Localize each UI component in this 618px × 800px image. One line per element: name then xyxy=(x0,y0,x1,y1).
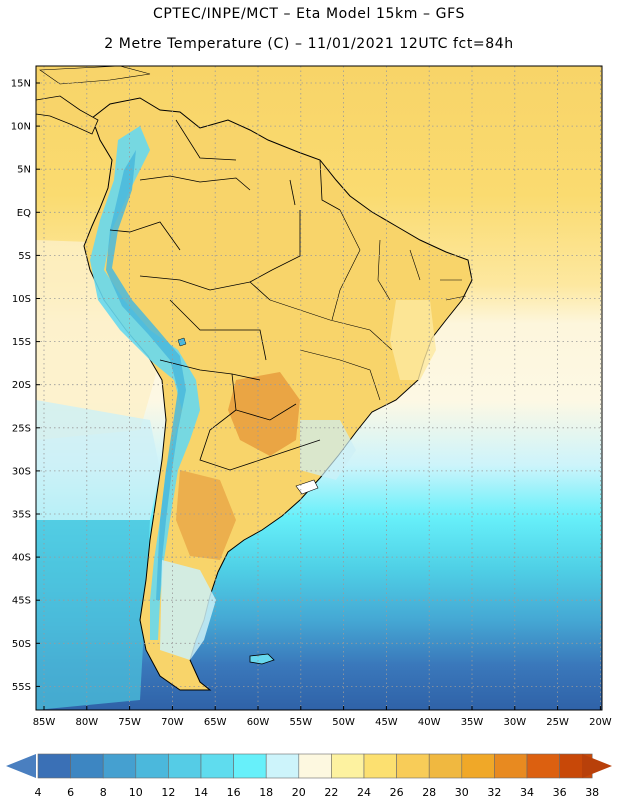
lat-label: 15S xyxy=(12,337,31,348)
colorbar-label: 28 xyxy=(422,786,436,799)
lat-label: 50S xyxy=(12,639,31,650)
lon-label: 85W xyxy=(33,717,56,728)
colorbar-swatch xyxy=(461,753,495,779)
lat-label: 45S xyxy=(12,596,31,607)
colorbar-label: 14 xyxy=(194,786,208,799)
colorbar-label: 16 xyxy=(227,786,241,799)
colorbar-label: 8 xyxy=(100,786,107,799)
lon-axis: 85W 80W 75W 70W 65W 60W 55W 50W 45W 40W 35W 30W 25W 2… xyxy=(33,706,612,728)
colorbar-swatch xyxy=(265,753,300,779)
lon-label: 60W xyxy=(247,717,270,728)
lat-label: 10N xyxy=(11,122,31,133)
lon-label: 65W xyxy=(204,717,227,728)
lon-label: 35W xyxy=(461,717,484,728)
colorbar-swatch xyxy=(200,753,234,779)
brazil-coastal-cool xyxy=(390,300,436,380)
colorbar-label: 38 xyxy=(585,786,599,799)
colorbar: 4 6 8 10 12 14 16 18 20 22 24 26 28 30 32 34 36 38 xyxy=(6,753,612,799)
colorbar-label: 24 xyxy=(357,786,371,799)
lat-label: 5N xyxy=(17,165,31,176)
ocean-cool-patch-west xyxy=(36,240,160,440)
lon-label: 20W xyxy=(589,717,612,728)
lat-label: 10S xyxy=(12,294,31,305)
lagoa-dos-patos xyxy=(295,479,319,495)
caribbean-islands xyxy=(39,66,151,85)
lat-label: 25S xyxy=(12,423,31,434)
colorbar-label: 18 xyxy=(259,786,273,799)
lat-label: 55S xyxy=(12,682,31,693)
ocean-teal-south-west xyxy=(36,520,150,710)
ocean-cold-tongue xyxy=(36,400,160,520)
temperature-map: 15N 10N 5N EQ 5S 10S 15S 20S 25S 30S 35S 40S 45S 50S 5… xyxy=(11,65,612,728)
lat-label: 30S xyxy=(12,466,31,477)
graticule xyxy=(36,66,602,710)
colorbar-swatch xyxy=(331,753,365,779)
lon-label: 80W xyxy=(75,717,98,728)
lon-label: 55W xyxy=(289,717,312,728)
colorbar-label: 26 xyxy=(390,786,404,799)
lat-label: 35S xyxy=(12,510,31,521)
lat-axis: 15N 10N 5N EQ 5S 10S 15S 20S 25S 30S 35S 40S 45S 50S 5… xyxy=(11,79,40,693)
colorbar-label: 30 xyxy=(455,786,469,799)
colorbar-swatch xyxy=(168,753,202,779)
country-borders xyxy=(109,119,341,471)
lon-label: 50W xyxy=(332,717,355,728)
colorbar-label: 20 xyxy=(292,786,306,799)
colorbar-low-arrow xyxy=(6,754,36,778)
colorbar-high-arrow xyxy=(582,754,612,778)
colorbar-label: 32 xyxy=(487,786,501,799)
colorbar-swatch xyxy=(233,753,267,779)
lat-label: 40S xyxy=(12,553,31,564)
colorbar-swatch xyxy=(526,753,560,779)
andes-core xyxy=(106,150,186,600)
colorbar-swatch xyxy=(135,753,169,779)
colorbar-swatch xyxy=(37,753,71,779)
map-frame xyxy=(35,65,603,711)
colorbar-swatch xyxy=(363,753,397,779)
lon-label: 45W xyxy=(375,717,398,728)
chart-title-line2: 2 Metre Temperature (C) – 11/01/2021 12U… xyxy=(104,36,514,52)
central-america xyxy=(36,95,99,135)
colorbar-swatch xyxy=(494,753,528,779)
chart-title-line1: CPTEC/INPE/MCT – Eta Model 15km – GFS xyxy=(152,6,466,22)
patagonia-cool xyxy=(160,560,216,660)
colorbar-swatch xyxy=(396,753,430,779)
hot-core-argentina xyxy=(176,470,236,560)
colorbar-swatch xyxy=(70,753,104,779)
colorbar-label: 36 xyxy=(553,786,567,799)
colorbar-swatch xyxy=(102,753,137,779)
lon-label: 70W xyxy=(161,717,184,728)
lat-label: EQ xyxy=(17,208,31,219)
lat-label: 5S xyxy=(18,251,31,262)
colorbar-label: 10 xyxy=(129,786,143,799)
colorbar-swatch xyxy=(428,753,463,779)
hot-core-chaco xyxy=(228,372,300,456)
lon-label: 25W xyxy=(546,717,569,728)
lat-label: 15N xyxy=(11,79,31,90)
southern-brazil-cool xyxy=(300,420,356,480)
lake-titicaca xyxy=(177,337,187,347)
lon-label: 30W xyxy=(503,717,526,728)
colorbar-label: 6 xyxy=(67,786,74,799)
falkland-islands xyxy=(249,653,275,665)
lon-label: 75W xyxy=(118,717,141,728)
colorbar-label: 12 xyxy=(161,786,175,799)
lon-label: 40W xyxy=(418,717,441,728)
colorbar-swatch xyxy=(298,753,332,779)
colorbar-label: 4 xyxy=(35,786,42,799)
lat-label: 20S xyxy=(12,380,31,391)
colorbar-label: 22 xyxy=(324,786,338,799)
colorbar-label: 34 xyxy=(520,786,534,799)
